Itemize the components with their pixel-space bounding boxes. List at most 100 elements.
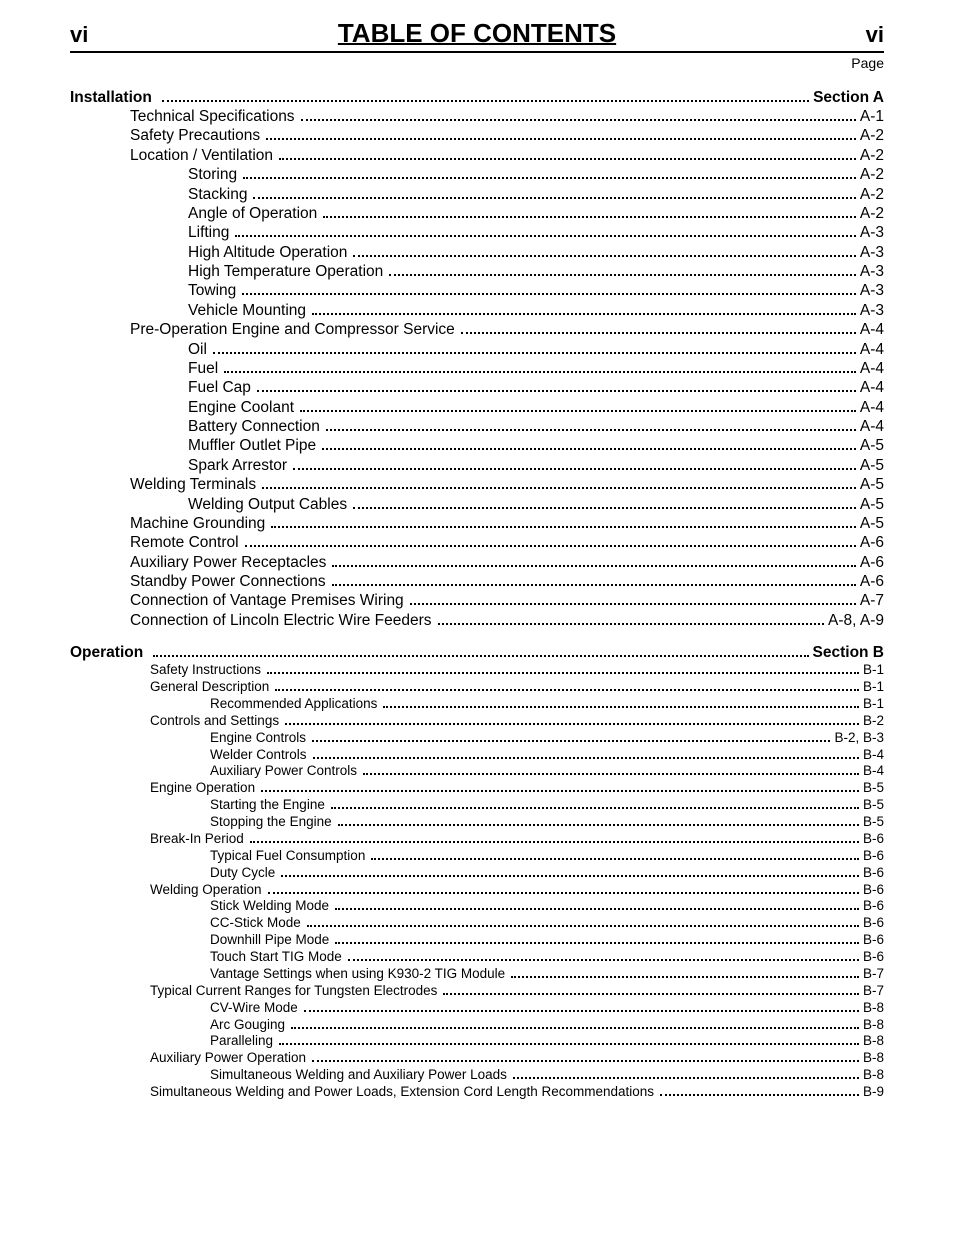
toc-entry-label: Simultaneous Welding and Power Loads, Ex…: [150, 1084, 654, 1101]
toc-entry-label: General Description: [150, 679, 269, 696]
toc-section-header: InstallationSection A: [70, 89, 884, 107]
toc-entry-page: A-3: [860, 262, 884, 281]
toc-entry: High Temperature OperationA-3: [70, 262, 884, 281]
toc-entry: Standby Power ConnectionsA-6: [70, 572, 884, 591]
toc-entry-label: Typical Current Ranges for Tungsten Elec…: [150, 983, 437, 1000]
toc-entry-label: Muffler Outlet Pipe: [188, 436, 316, 455]
toc-entry-page: B-1: [863, 679, 884, 696]
toc-entry: Welder ControlsB-4: [70, 747, 884, 764]
toc-section: InstallationSection ATechnical Specifica…: [70, 89, 884, 630]
leader-dots: [332, 565, 855, 567]
page-header: vi TABLE OF CONTENTS vi: [70, 18, 884, 53]
leader-dots: [245, 545, 856, 547]
page-title: TABLE OF CONTENTS: [88, 18, 865, 49]
toc-entry: Pre-Operation Engine and Compressor Serv…: [70, 320, 884, 339]
leader-dots: [660, 1094, 859, 1096]
toc-entry-label: Spark Arrestor: [188, 456, 287, 475]
leader-dots: [335, 908, 859, 910]
toc-entry-label: Oil: [188, 340, 207, 359]
leader-dots: [250, 841, 859, 843]
toc-entry-label: Vantage Settings when using K930-2 TIG M…: [210, 966, 505, 983]
toc-entry: StoringA-2: [70, 165, 884, 184]
leader-dots: [371, 858, 859, 860]
toc-entry-label: Vehicle Mounting: [188, 301, 306, 320]
toc-entry-page: A-3: [860, 281, 884, 300]
toc-entry-label: Simultaneous Welding and Auxiliary Power…: [210, 1067, 507, 1084]
toc-entry: Welding TerminalsA-5: [70, 475, 884, 494]
toc-entry: Auxiliary Power OperationB-8: [70, 1050, 884, 1067]
leader-dots: [213, 352, 856, 354]
toc-entry-page: A-6: [860, 553, 884, 572]
toc-entry-label: CV-Wire Mode: [210, 1000, 298, 1017]
toc-entry-label: Connection of Lincoln Electric Wire Feed…: [130, 611, 432, 630]
leader-dots: [262, 487, 856, 489]
toc-entry-page: A-5: [860, 475, 884, 494]
toc-section-label: Section B: [813, 644, 884, 662]
toc-entry: Connection of Vantage Premises WiringA-7: [70, 591, 884, 610]
toc-entry: Angle of OperationA-2: [70, 204, 884, 223]
leader-dots: [235, 235, 856, 237]
toc-entry-page: B-6: [863, 949, 884, 966]
toc-entry-page: B-6: [863, 882, 884, 899]
toc-entry: Safety Instructions B-1: [70, 662, 884, 679]
toc-entry-page: B-5: [863, 797, 884, 814]
leader-dots: [389, 274, 856, 276]
leader-dots: [307, 925, 859, 927]
toc-entry: Arc Gouging B-8: [70, 1017, 884, 1034]
leader-dots: [513, 1077, 859, 1079]
toc-entry-page: A-4: [860, 340, 884, 359]
leader-dots: [410, 603, 856, 605]
leader-dots: [243, 177, 856, 179]
toc-entry-page: B-1: [863, 662, 884, 679]
leader-dots: [353, 255, 855, 257]
toc-entry-label: Arc Gouging: [210, 1017, 285, 1034]
toc-entry: Controls and SettingsB-2: [70, 713, 884, 730]
toc-entry-label: Engine Coolant: [188, 398, 294, 417]
toc-entry-label: Battery Connection: [188, 417, 320, 436]
leader-dots: [266, 138, 856, 140]
toc-entry-label: Engine Operation: [150, 780, 255, 797]
leader-dots: [312, 740, 830, 742]
page-column-label: Page: [70, 55, 884, 71]
leader-dots: [323, 216, 856, 218]
leader-dots: [271, 526, 856, 528]
toc-entry-page: A-2: [860, 165, 884, 184]
toc-entry: Recommended ApplicationsB-1: [70, 696, 884, 713]
table-of-contents: InstallationSection ATechnical Specifica…: [70, 89, 884, 1101]
leader-dots: [279, 158, 856, 160]
toc-entry: Muffler Outlet PipeA-5: [70, 436, 884, 455]
toc-entry-page: B-8: [863, 1067, 884, 1084]
toc-entry-label: Starting the Engine: [210, 797, 325, 814]
leader-dots: [322, 448, 856, 450]
toc-section-header: OperationSection B: [70, 644, 884, 662]
toc-entry: Welding Output CablesA-5: [70, 495, 884, 514]
toc-entry-page: B-8: [863, 1017, 884, 1034]
leader-dots: [267, 672, 859, 674]
toc-entry-label: Safety Instructions: [150, 662, 261, 679]
toc-entry-page: A-1: [860, 107, 884, 126]
toc-entry: High Altitude OperationA-3: [70, 243, 884, 262]
toc-entry-label: Technical Specifications: [130, 107, 295, 126]
toc-entry-label: Stacking: [188, 185, 247, 204]
toc-entry: Engine OperationB-5: [70, 780, 884, 797]
leader-dots: [257, 390, 856, 392]
toc-entry: Typical Current Ranges for Tungsten Elec…: [70, 983, 884, 1000]
toc-entry-page: B-7: [863, 983, 884, 1000]
toc-entry-label: Break-In Period: [150, 831, 244, 848]
toc-entry-page: B-8: [863, 1050, 884, 1067]
toc-entry: Break-In PeriodB-6: [70, 831, 884, 848]
toc-entry: Safety PrecautionsA-2: [70, 126, 884, 145]
toc-entry-label: Lifting: [188, 223, 229, 242]
leader-dots: [312, 313, 856, 315]
toc-entry-page: A-2: [860, 204, 884, 223]
toc-entry-label: Towing: [188, 281, 236, 300]
toc-entry: Touch Start TIG ModeB-6: [70, 949, 884, 966]
toc-entry: Vehicle MountingA-3: [70, 301, 884, 320]
toc-entry-page: A-4: [860, 320, 884, 339]
toc-entry: Connection of Lincoln Electric Wire Feed…: [70, 611, 884, 630]
toc-section-label: Section A: [813, 89, 884, 107]
toc-entry-page: A-4: [860, 378, 884, 397]
leader-dots: [353, 507, 856, 509]
toc-entry: Starting the Engine B-5: [70, 797, 884, 814]
toc-entry-label: Downhill Pipe Mode: [210, 932, 329, 949]
